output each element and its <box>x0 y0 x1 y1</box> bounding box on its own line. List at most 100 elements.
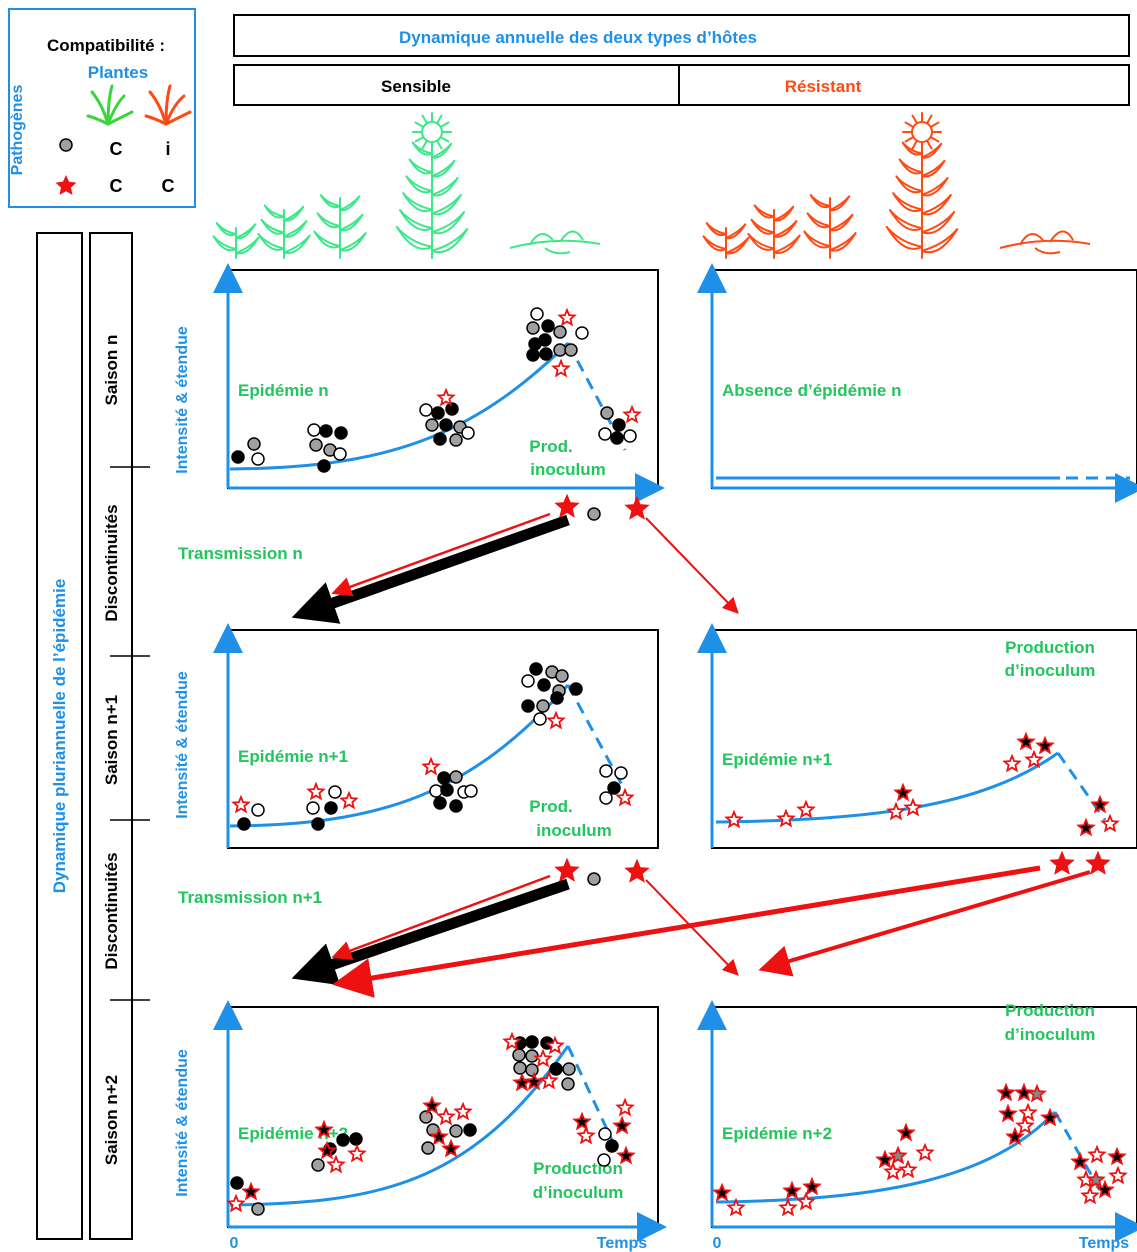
pathogen-circle-marker <box>449 433 463 447</box>
plant-stroke <box>212 235 237 252</box>
plant-stroke <box>263 204 285 219</box>
plant-stroke <box>395 226 433 250</box>
pathogen-star-marker <box>436 387 456 407</box>
side-labels: Dynamique pluriannuelle de l’épidémie Sa… <box>36 232 150 1240</box>
plant-stroke <box>999 239 1091 249</box>
pathogen-circle-marker <box>550 691 564 705</box>
pathogen-star-marker <box>226 1193 246 1213</box>
plant-stroke <box>283 220 308 238</box>
pathogen-circle-marker <box>317 459 331 473</box>
pathogen-circle-marker <box>599 764 613 778</box>
pathogen-star-marker <box>1076 817 1096 837</box>
pathogen-star-marker <box>441 1138 461 1158</box>
plant-stroke <box>339 213 364 232</box>
pathogen-circle-marker <box>306 801 320 815</box>
pathogen-circle-marker <box>461 426 475 440</box>
x-axis-zero: 0 <box>230 1235 239 1252</box>
pathogen-circle-marker <box>610 431 624 445</box>
plant-stroke <box>414 121 425 128</box>
pathogen-markers <box>226 307 1128 1217</box>
transmission-label-n: Transmission n <box>178 544 303 563</box>
plant-stroke <box>339 232 367 252</box>
plant-stroke <box>509 239 601 249</box>
plant-stroke <box>402 192 433 211</box>
plant-stroke <box>235 236 260 255</box>
pathogen-circle-marker <box>421 1141 435 1155</box>
pathogen-circle-marker <box>562 1062 576 1076</box>
pathogen-star-marker <box>1027 1083 1047 1103</box>
pathogen-circle-marker <box>525 1063 539 1077</box>
pathogen-circle-marker <box>464 784 478 798</box>
pathogen-star-marker <box>436 1106 456 1126</box>
panel-frame <box>711 1006 1137 1228</box>
pathogen-star-marker <box>612 1115 632 1135</box>
plant-stroke <box>885 226 923 250</box>
pathogen-star-marker <box>551 358 571 378</box>
pathogen-star-marker <box>429 1126 449 1146</box>
panel-sensible-n <box>213 263 665 503</box>
panel-resistant-n1 <box>697 623 1137 849</box>
pathogen-circle-marker <box>530 307 544 321</box>
plant-stroke <box>431 177 459 197</box>
pathogen-star-marker <box>998 1103 1018 1123</box>
note-r3-line2: d’inoculum <box>1005 1025 1096 1044</box>
note-r2-line1: Production <box>1005 638 1095 657</box>
flower-head <box>421 121 443 143</box>
plant-stroke <box>911 114 918 125</box>
segment-label-discontinuites-2: Discontinuités <box>102 852 121 969</box>
pathogen-circle-marker <box>623 429 637 443</box>
pathogen-star-marker <box>306 781 326 801</box>
x-axis-end: Temps <box>1079 1235 1129 1252</box>
pathogen-star-marker <box>915 1142 935 1162</box>
pathogen-star-marker <box>624 858 650 883</box>
transmission-arrow-resistant-to-sensible <box>332 865 1041 998</box>
plant-stroke <box>408 158 433 175</box>
plant-stroke <box>1019 233 1044 246</box>
pathogen-star-marker <box>572 1111 592 1131</box>
plant-stroke <box>439 121 450 128</box>
plant-stroke <box>773 205 795 222</box>
pathogen-star-marker <box>1095 1179 1115 1199</box>
pathogen-star-marker <box>421 756 441 776</box>
pathogen-star-marker <box>347 1143 367 1163</box>
plant-stroke <box>895 175 923 194</box>
pathogen-circle-marker <box>445 402 459 416</box>
pathogen-circle-marker <box>311 1158 325 1172</box>
pathogen-circle-marker <box>526 348 540 362</box>
pathogen-star-marker <box>1049 850 1075 875</box>
decline-curve <box>1053 1111 1102 1191</box>
pathogen-star-marker <box>1015 1115 1035 1135</box>
pathogen-circle-marker <box>307 423 321 437</box>
plant-stroke <box>911 139 918 150</box>
pathogen-circle-marker <box>237 817 251 831</box>
epidemic-curve <box>715 1110 1057 1204</box>
pathogen-star-marker <box>1024 749 1044 769</box>
plant-stroke <box>559 230 584 243</box>
plant-stroke <box>921 142 943 159</box>
plant-stroke <box>436 139 443 150</box>
x-axis-zero: 0 <box>713 1235 722 1252</box>
plant-growth-illustration-resistant <box>702 112 1091 259</box>
legend-r2-c2: C <box>162 176 175 196</box>
pathogen-circle-marker <box>319 424 333 438</box>
pathogen-star-marker <box>883 1161 903 1181</box>
pathogen-circle-marker <box>433 796 447 810</box>
plant-stroke <box>260 218 285 235</box>
plant-stroke <box>436 114 443 125</box>
plant-stroke <box>926 139 933 150</box>
pathogen-circle-marker <box>431 406 445 420</box>
plant-stroke <box>414 136 425 143</box>
pathogen-circle-marker <box>324 801 338 815</box>
pathogen-circle-marker <box>425 418 439 432</box>
plant-stroke <box>1034 247 1061 255</box>
pathogen-circle-marker <box>449 770 463 784</box>
header-sensible: Sensible <box>381 77 451 96</box>
pathogen-circle-marker <box>251 1202 265 1216</box>
pathogen-circle-marker <box>555 669 569 683</box>
plant-stroke <box>921 159 946 178</box>
pathogen-star-marker <box>533 1048 553 1068</box>
pathogen-star-marker <box>1080 1185 1100 1205</box>
plant-stroke <box>431 228 469 254</box>
y-axis-label: Intensité & étendue <box>174 326 191 474</box>
pathogen-circle-marker <box>553 343 567 357</box>
